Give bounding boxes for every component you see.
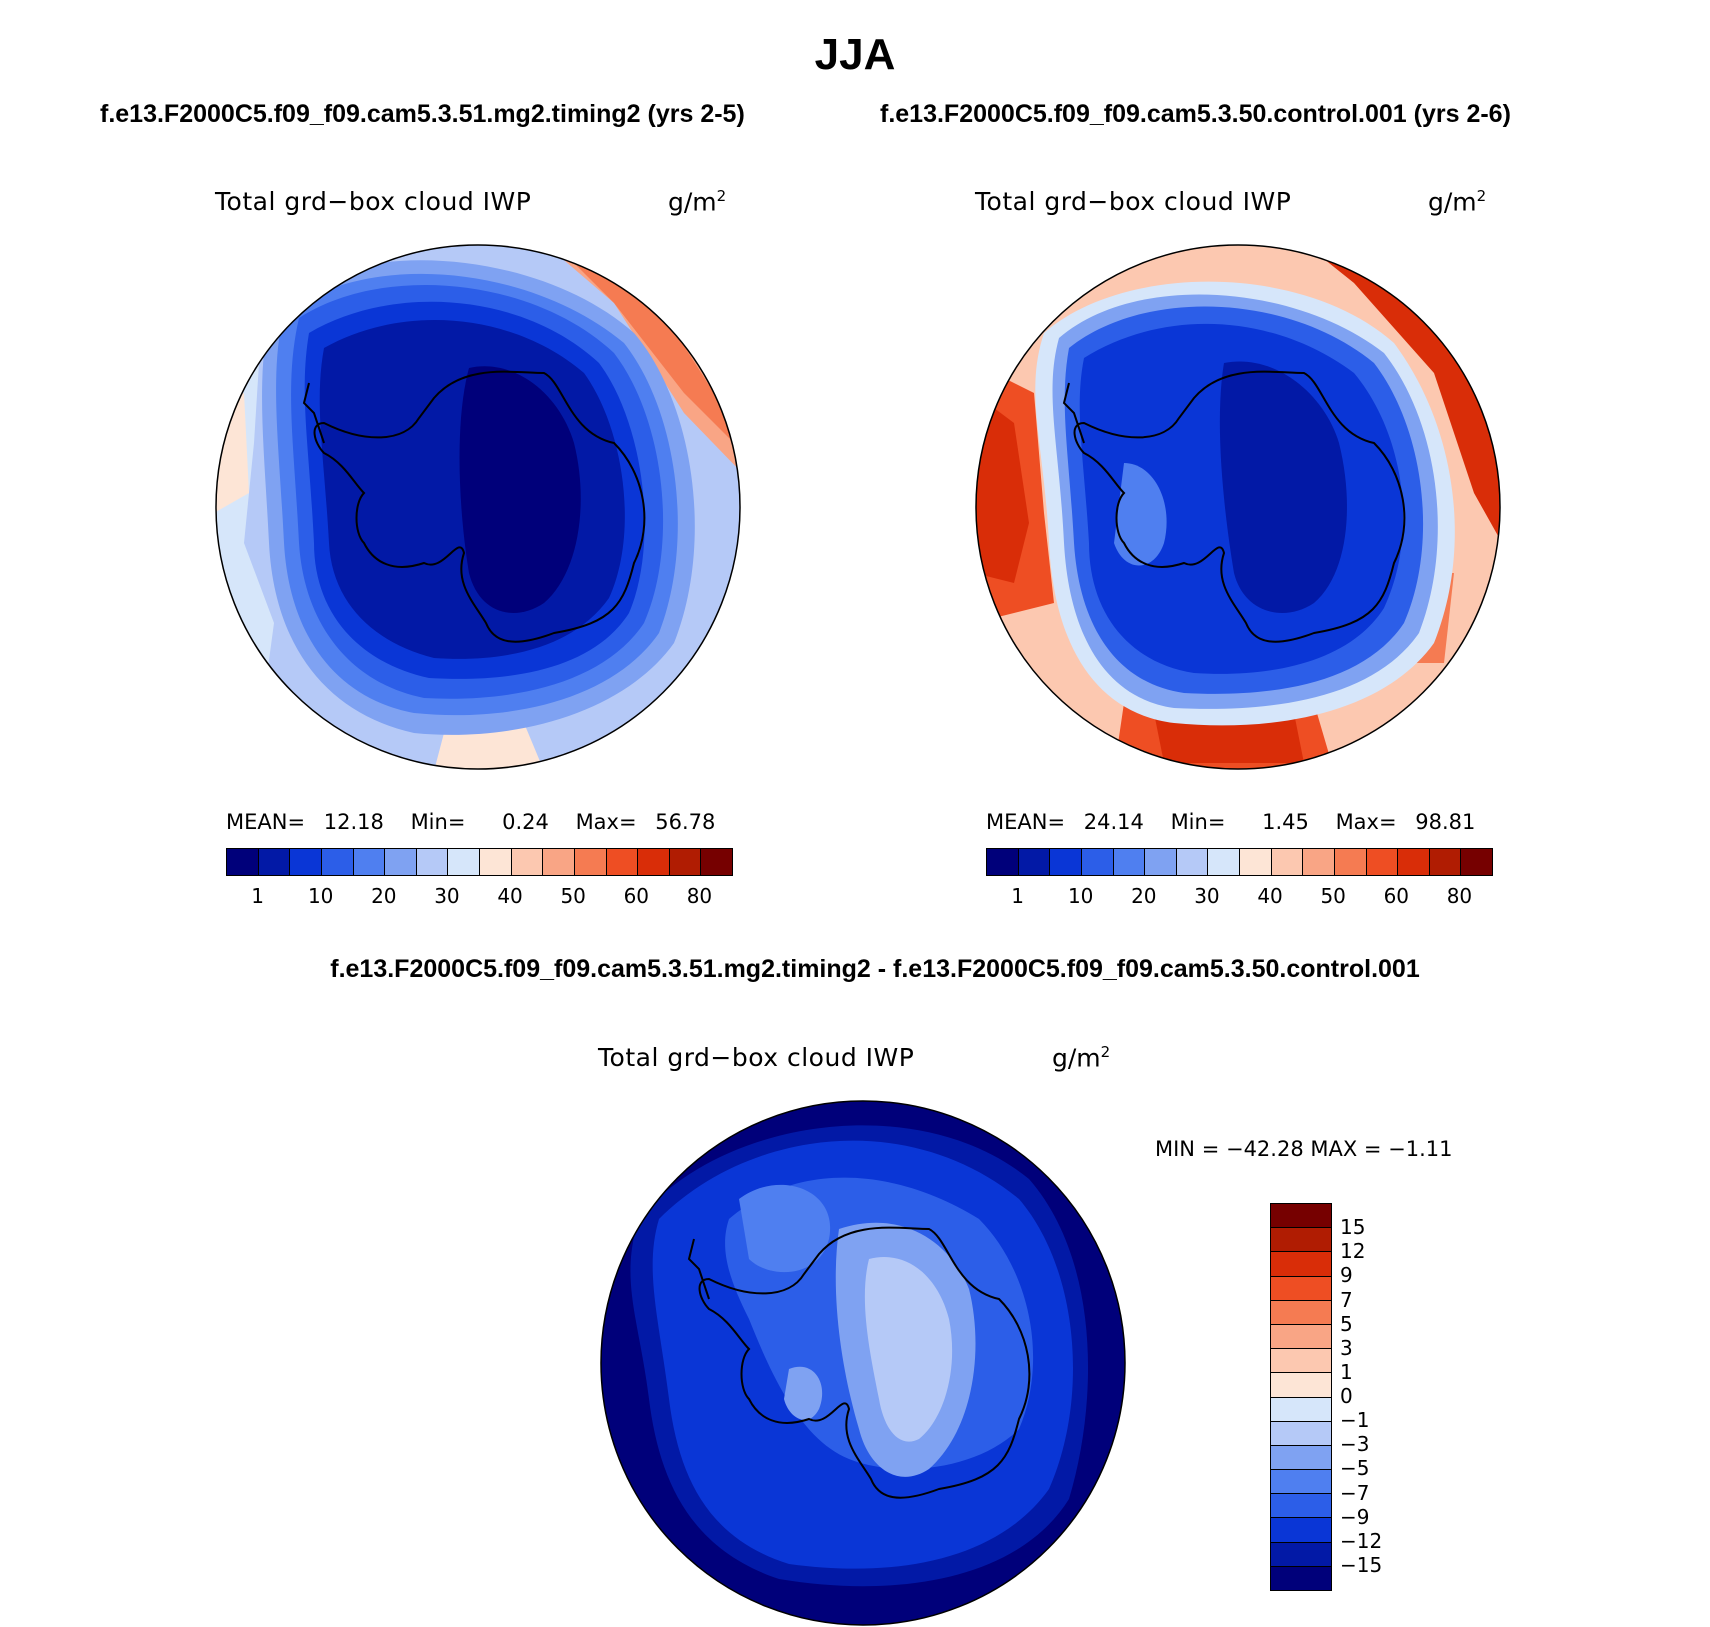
- top-left-colorbar-tick-label: 30: [434, 884, 460, 908]
- top-left-colorbar-tick-label: 80: [686, 884, 713, 908]
- top-right-colorbar-tick-label: 30: [1194, 884, 1220, 908]
- top-left-colorbar-box: [258, 849, 291, 875]
- difference-colorbar-tick-label: −5: [1340, 1456, 1370, 1481]
- top-left-colorbar-tick-label: 1: [251, 884, 264, 908]
- difference-colorbar-tick-label: −1: [1340, 1408, 1370, 1433]
- top-right-colorbar-box: [1271, 849, 1304, 875]
- top-left-units-label: g/m2: [668, 187, 727, 217]
- top-left-colorbar-box: [353, 849, 386, 875]
- top-left-map: [215, 244, 741, 770]
- top-left-stats: MEAN= 12.18 Min= 0.24 Max= 56.78: [226, 810, 716, 834]
- top-left-colorbar-box: [321, 849, 354, 875]
- difference-colorbar-box: [1271, 1324, 1331, 1350]
- top-right-colorbar-box: [1018, 849, 1051, 875]
- top-left-colorbar-box: [385, 849, 417, 875]
- top-left-colorbar-box: [448, 849, 480, 875]
- top-right-units-label: g/m2: [1428, 187, 1487, 217]
- difference-colorbar-box: [1271, 1349, 1331, 1374]
- top-left-colorbar-tick-label: 60: [623, 884, 650, 908]
- difference-colorbar-tick-label: 3: [1340, 1335, 1353, 1360]
- top-left-colorbar-tick-label: 10: [307, 884, 334, 908]
- top-right-colorbar-tick-label: 40: [1257, 884, 1283, 908]
- top-left-colorbar-box: [606, 849, 639, 875]
- top-left-colorbar-box: [511, 849, 544, 875]
- difference-colorbar-box: [1271, 1228, 1331, 1253]
- difference-colorbar-tick-label: −9: [1340, 1504, 1370, 1529]
- top-right-colorbar-box: [1176, 849, 1209, 875]
- top-right-case-title: f.e13.F2000C5.f09_f09.cam5.3.50.control.…: [880, 100, 1511, 128]
- difference-colorbar-box: [1271, 1276, 1331, 1301]
- top-right-colorbar-box: [1334, 849, 1367, 875]
- top-left-colorbar-box: [574, 849, 607, 875]
- top-left-colorbar-tick-label: 20: [371, 884, 397, 908]
- page-title: JJA: [814, 30, 896, 79]
- difference-colorbar-box: [1271, 1445, 1331, 1471]
- top-right-colorbar-box: [1366, 849, 1399, 875]
- top-right-variable-label: Total grd−box cloud IWP: [975, 187, 1292, 216]
- top-left-colorbar-box: [669, 849, 702, 875]
- top-right-colorbar-tick-label: 60: [1383, 884, 1410, 908]
- difference-colorbar-tick-label: −7: [1340, 1480, 1370, 1505]
- top-left-colorbar-tick-label: 40: [497, 884, 523, 908]
- difference-colorbar-box: [1271, 1300, 1331, 1325]
- difference-colorbar-box: [1271, 1518, 1331, 1543]
- top-right-colorbar-box: [1208, 849, 1240, 875]
- top-left-colorbar-box: [543, 849, 575, 875]
- difference-colorbar-tick-label: 0: [1340, 1384, 1353, 1408]
- top-right-stats: MEAN= 24.14 Min= 1.45 Max= 98.81: [986, 810, 1476, 834]
- difference-colorbar: [1270, 1203, 1332, 1591]
- difference-colorbar-box: [1271, 1397, 1331, 1422]
- top-right-colorbar-box: [1081, 849, 1114, 875]
- difference-variable-label: Total grd−box cloud IWP: [598, 1043, 915, 1072]
- difference-colorbar-box: [1271, 1470, 1331, 1495]
- difference-title: f.e13.F2000C5.f09_f09.cam5.3.51.mg2.timi…: [330, 955, 1420, 983]
- top-left-variable-label: Total grd−box cloud IWP: [215, 187, 532, 216]
- top-right-colorbar-box: [1303, 849, 1335, 875]
- difference-colorbar-box: [1271, 1566, 1331, 1590]
- difference-colorbar-tick-label: 15: [1340, 1215, 1366, 1240]
- top-right-colorbar-box: [1429, 849, 1462, 875]
- difference-colorbar-box: [1271, 1494, 1331, 1519]
- top-left-colorbar-tick-label: 50: [560, 884, 586, 908]
- top-right-colorbar-box: [1113, 849, 1146, 875]
- top-left-colorbar-box: [290, 849, 322, 875]
- top-right-colorbar-box: [1461, 849, 1492, 875]
- top-left-colorbar-box: [227, 849, 259, 875]
- top-right-map: [975, 244, 1501, 770]
- top-left-colorbar: [226, 848, 733, 876]
- difference-colorbar-tick-label: 7: [1340, 1287, 1353, 1312]
- top-right-colorbar-tick-label: 80: [1446, 884, 1473, 908]
- difference-colorbar-tick-label: 1: [1340, 1359, 1353, 1384]
- difference-colorbar-tick-label: −3: [1340, 1432, 1370, 1457]
- difference-units-label: g/m2: [1052, 1043, 1111, 1073]
- difference-colorbar-tick-label: 5: [1340, 1311, 1353, 1336]
- top-left-colorbar-box: [701, 849, 732, 875]
- difference-colorbar-tick-label: −15: [1340, 1552, 1383, 1577]
- top-right-colorbar-box: [1240, 849, 1272, 875]
- difference-minmax: MIN = −42.28 MAX = −1.11: [1155, 1137, 1453, 1161]
- top-right-colorbar-tick-label: 10: [1067, 884, 1094, 908]
- difference-colorbar-tick-label: 12: [1340, 1239, 1366, 1264]
- top-right-colorbar-tick-label: 50: [1320, 884, 1346, 908]
- difference-colorbar-box: [1271, 1204, 1331, 1229]
- top-left-colorbar-box: [480, 849, 512, 875]
- difference-colorbar-tick-label: −12: [1340, 1528, 1383, 1553]
- difference-map: [600, 1100, 1126, 1626]
- top-right-colorbar-box: [1050, 849, 1082, 875]
- top-right-colorbar-box: [1145, 849, 1177, 875]
- top-left-colorbar-box: [638, 849, 670, 875]
- difference-colorbar-box: [1271, 1421, 1331, 1446]
- top-right-colorbar-tick-label: 1: [1011, 884, 1024, 908]
- difference-colorbar-box: [1271, 1252, 1331, 1277]
- top-right-colorbar-tick-label: 20: [1131, 884, 1157, 908]
- difference-colorbar-tick-label: 9: [1340, 1263, 1353, 1288]
- top-right-colorbar-box: [987, 849, 1019, 875]
- top-left-colorbar-box: [416, 849, 449, 875]
- difference-colorbar-box: [1271, 1373, 1331, 1398]
- top-left-case-title: f.e13.F2000C5.f09_f09.cam5.3.51.mg2.timi…: [100, 100, 745, 128]
- top-right-colorbar: [986, 848, 1493, 876]
- top-right-colorbar-box: [1398, 849, 1430, 875]
- difference-colorbar-box: [1271, 1542, 1331, 1567]
